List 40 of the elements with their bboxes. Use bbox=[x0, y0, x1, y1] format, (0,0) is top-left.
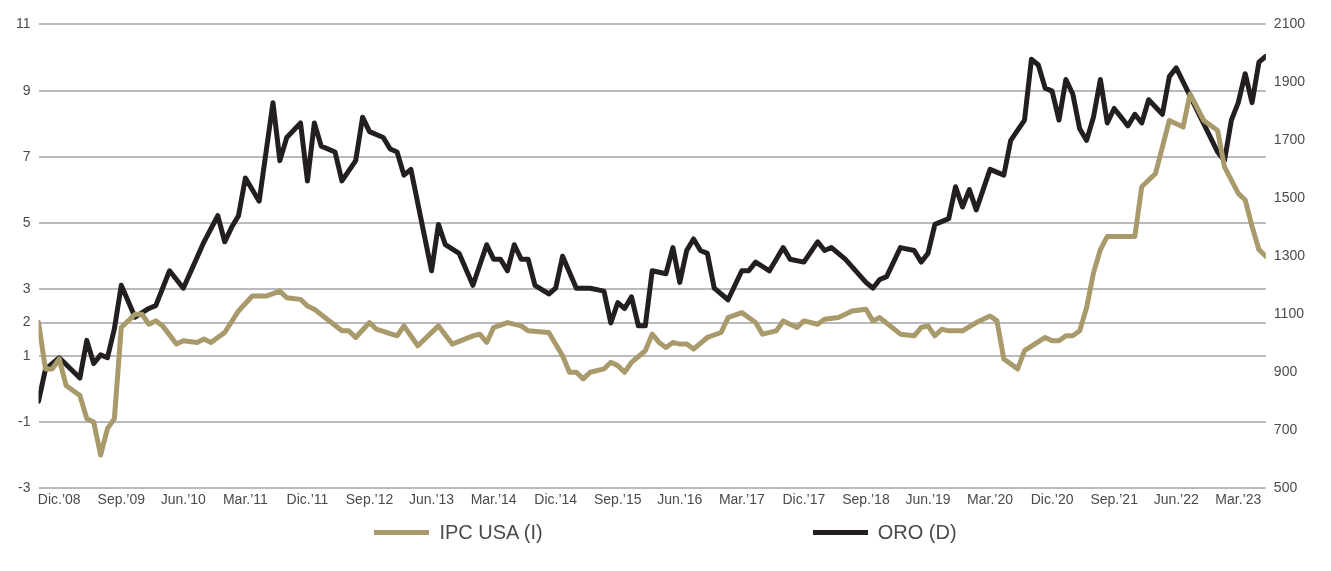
y-tick-label: 1 bbox=[22, 346, 31, 363]
x-tick-label: Sep.’09 bbox=[97, 491, 146, 508]
y-tick-label: -3 bbox=[18, 479, 31, 496]
x-tick-label: Jun.’10 bbox=[160, 491, 207, 508]
x-tick-label: Sep.’15 bbox=[593, 491, 642, 508]
y-tick-label: 7 bbox=[22, 147, 31, 164]
y2-tick-label: 1500 bbox=[1273, 189, 1306, 206]
x-tick-label: Dic.’17 bbox=[782, 491, 826, 508]
y2-tick-label: 2100 bbox=[1273, 15, 1306, 32]
x-tick-label: Mar.’20 bbox=[967, 491, 1014, 508]
x-tick-label: Mar.’14 bbox=[470, 491, 517, 508]
y-tick-label: 2 bbox=[22, 313, 31, 330]
x-tick-label: Dic.’14 bbox=[534, 491, 578, 508]
x-tick-label: Dic.’08 bbox=[37, 491, 81, 508]
y-tick-label: 11 bbox=[15, 15, 31, 32]
y-tick-label: 3 bbox=[22, 280, 31, 297]
x-tick-label: Sep.’12 bbox=[345, 491, 394, 508]
y2-tick-label: 700 bbox=[1273, 421, 1298, 438]
legend-label: ORO (D) bbox=[877, 521, 957, 544]
y2-tick-label: 1900 bbox=[1273, 73, 1306, 90]
x-tick-label: Jun.’13 bbox=[408, 491, 455, 508]
x-tick-label: Jun.’22 bbox=[1153, 491, 1199, 508]
y-tick-label: 5 bbox=[22, 214, 31, 231]
x-tick-label: Dic.’11 bbox=[286, 491, 329, 508]
x-tick-label: Mar.’23 bbox=[1215, 491, 1262, 508]
x-tick-label: Mar.’11 bbox=[222, 491, 269, 508]
y2-tick-label: 1300 bbox=[1273, 247, 1306, 264]
x-tick-label: Sep.’21 bbox=[1090, 491, 1139, 508]
x-tick-label: Jun.’16 bbox=[657, 491, 703, 508]
y2-tick-label: 1700 bbox=[1273, 131, 1306, 148]
legend-label: IPC USA (I) bbox=[439, 521, 543, 544]
x-tick-label: Sep.’18 bbox=[842, 491, 890, 508]
x-tick-label: Mar.’17 bbox=[718, 491, 765, 508]
y2-tick-label: 500 bbox=[1273, 479, 1298, 496]
y2-tick-label: 1100 bbox=[1273, 305, 1305, 322]
y2-tick-label: 900 bbox=[1273, 363, 1298, 380]
x-tick-label: Jun.’19 bbox=[905, 491, 951, 508]
y-tick-label: -1 bbox=[18, 412, 31, 429]
y-tick-label: 9 bbox=[22, 81, 31, 98]
x-tick-label: Dic.’20 bbox=[1030, 491, 1074, 508]
